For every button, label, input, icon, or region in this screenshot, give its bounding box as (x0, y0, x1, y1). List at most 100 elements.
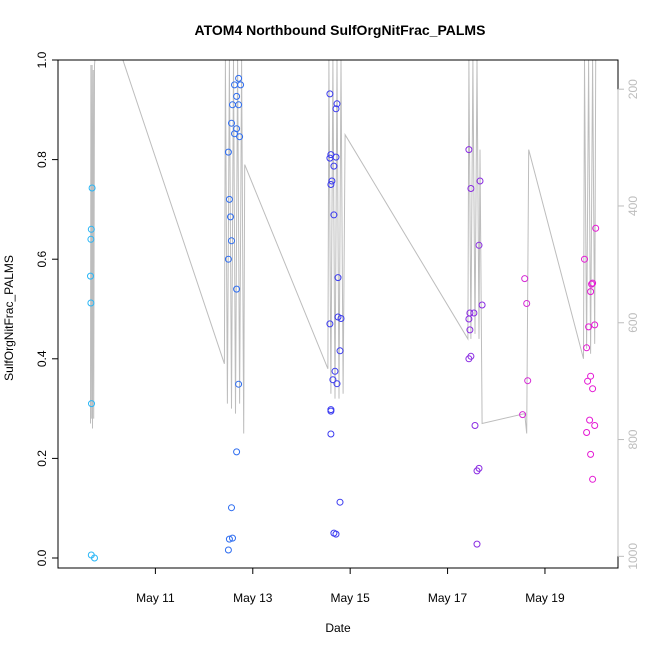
data-point (473, 540, 481, 548)
data-point (592, 224, 600, 232)
data-point (333, 100, 341, 108)
chart-title: ATOM4 Northbound SulfOrgNitFrac_PALMS (195, 22, 486, 38)
data-point (475, 241, 483, 249)
data-point (236, 133, 244, 141)
right-tick-label: 1000 (626, 543, 640, 570)
data-point (583, 344, 591, 352)
data-point (227, 213, 234, 221)
data-point (87, 235, 95, 243)
data-point (87, 225, 95, 233)
data-point (237, 81, 245, 89)
data-point (466, 326, 474, 334)
data-point (589, 385, 597, 393)
data-point (328, 177, 336, 185)
data-point (228, 504, 235, 512)
points-layer (87, 74, 600, 562)
data-point (470, 309, 478, 317)
data-point (336, 498, 344, 506)
data-point (225, 535, 233, 543)
data-point (229, 534, 236, 542)
data-point (332, 153, 340, 161)
right-tick-label: 400 (626, 196, 640, 216)
data-point (88, 184, 96, 192)
data-point (87, 272, 94, 280)
data-point (235, 101, 243, 109)
x-axis: May 11 May 13 May 15 May 17 May 19 (136, 568, 565, 605)
data-point (591, 321, 599, 329)
data-point (329, 376, 337, 384)
data-point (473, 467, 481, 475)
data-point (235, 74, 243, 82)
y-tick-label: 0.4 (35, 350, 49, 367)
y-tick-label: 1.0 (35, 51, 49, 68)
data-point (231, 81, 238, 89)
data-point (332, 530, 340, 538)
y-axis-label: SulfOrgNitFrac_PALMS (2, 255, 16, 381)
data-point (581, 255, 588, 263)
data-point (476, 177, 484, 185)
data-point (478, 301, 486, 309)
data-point (87, 299, 95, 307)
data-point (224, 255, 232, 263)
right-tick-label: 200 (626, 79, 640, 99)
right-axis: 200 400 600 800 1000 (617, 79, 640, 570)
data-point (235, 380, 243, 388)
data-point (228, 119, 235, 127)
data-point (228, 237, 235, 245)
data-point (523, 300, 531, 307)
data-point (333, 380, 341, 388)
data-point (327, 407, 335, 415)
gray-series-line (90, 59, 597, 434)
gray-line-layer (90, 59, 597, 434)
data-point (584, 377, 592, 385)
data-point (586, 416, 594, 424)
x-tick-label: May 11 (136, 591, 175, 605)
data-point (233, 285, 241, 293)
data-point (589, 475, 597, 483)
data-point (336, 347, 344, 355)
y-tick-label: 0.6 (35, 251, 49, 268)
data-point (233, 448, 241, 456)
data-point (471, 422, 479, 429)
data-point (589, 279, 597, 287)
data-point (326, 320, 334, 328)
data-point (330, 211, 338, 219)
data-point (327, 430, 335, 438)
data-point (465, 146, 473, 154)
data-point (587, 450, 595, 458)
data-point (588, 280, 596, 288)
x-tick-label: May 17 (428, 591, 468, 605)
data-point (467, 185, 475, 192)
data-point (229, 101, 236, 109)
data-point (585, 323, 593, 331)
data-point (583, 429, 591, 436)
x-axis-label: Date (325, 621, 351, 635)
data-point (233, 125, 241, 133)
data-point (334, 274, 342, 282)
data-point (225, 195, 233, 203)
data-point (465, 355, 473, 363)
data-point (465, 315, 473, 323)
y-axis: 0.0 0.2 0.4 0.6 0.8 1.0 (35, 51, 58, 566)
data-point (88, 400, 95, 408)
data-point (591, 422, 599, 429)
data-point (224, 148, 232, 156)
data-point (337, 315, 345, 322)
right-tick-label: 600 (626, 312, 640, 332)
data-point (331, 367, 339, 375)
y-tick-label: 0.0 (35, 549, 49, 566)
data-point (332, 105, 340, 113)
data-point (519, 411, 527, 419)
data-point (233, 92, 241, 100)
data-point (521, 275, 529, 283)
data-point (524, 377, 532, 385)
x-tick-label: May 13 (233, 591, 273, 605)
x-tick-label: May 19 (525, 591, 565, 605)
y-tick-label: 0.8 (35, 151, 49, 168)
x-tick-label: May 15 (330, 591, 370, 605)
data-point (587, 288, 595, 296)
y-tick-label: 0.2 (35, 450, 49, 467)
data-point (326, 90, 334, 98)
data-point (91, 554, 98, 562)
